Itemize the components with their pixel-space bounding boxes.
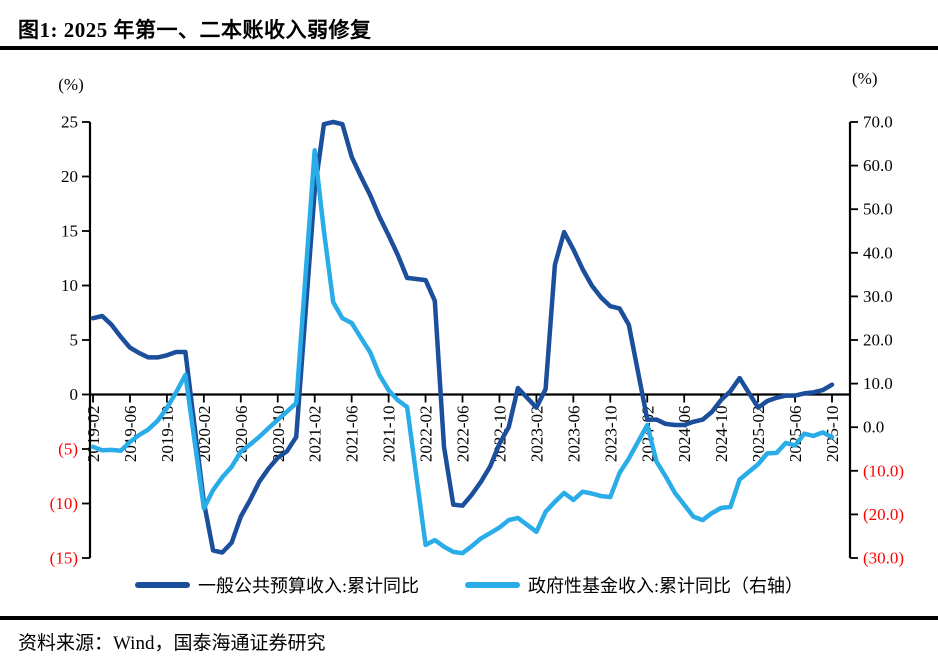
x-axis-tick-label: 2019-02 xyxy=(84,406,103,463)
right-axis-tick-label: 50.0 xyxy=(863,200,893,219)
left-axis-tick-label: (5) xyxy=(58,440,78,459)
right-axis-tick-label: 60.0 xyxy=(863,156,893,175)
right-axis-tick-label: 0.0 xyxy=(863,418,884,437)
right-axis-tick-label: 10.0 xyxy=(863,374,893,393)
series2-line-swatch xyxy=(465,582,520,588)
left-axis-unit-label: (%) xyxy=(58,75,83,94)
x-axis-tick-label: 2022-02 xyxy=(417,406,436,463)
x-axis-tick-label: 2021-10 xyxy=(380,406,399,463)
right-axis-unit-label: (%) xyxy=(852,69,877,88)
x-axis-tick-label: 2020-02 xyxy=(195,406,214,463)
x-axis-tick-label: 2025-06 xyxy=(786,406,805,463)
series-line-1 xyxy=(90,119,835,555)
right-axis-tick-label: 70.0 xyxy=(863,113,893,132)
legend-item-government-fund: 政府性基金收入:累计同比（右轴） xyxy=(465,572,803,598)
x-axis-tick-label: 2019-10 xyxy=(158,406,177,463)
right-axis-tick-label: (10.0) xyxy=(863,461,904,480)
left-axis-tick-label: 20 xyxy=(61,167,78,186)
right-axis-tick-label: 30.0 xyxy=(863,287,893,306)
left-axis-tick-label: (15) xyxy=(50,549,78,568)
legend: 一般公共预算收入:累计同比 政府性基金收入:累计同比（右轴） xyxy=(0,572,938,598)
left-axis-tick-label: 0 xyxy=(70,385,79,404)
title-divider xyxy=(0,46,938,50)
series1-legend-label: 一般公共预算收入:累计同比 xyxy=(198,576,419,596)
series-line-2 xyxy=(90,148,835,556)
legend-item-general-budget: 一般公共预算收入:累计同比 xyxy=(135,572,419,598)
left-axis-tick-label: 15 xyxy=(61,222,78,241)
left-axis-tick-label: 25 xyxy=(61,113,78,132)
x-axis-tick-label: 2025-02 xyxy=(749,406,768,463)
x-axis-tick-label: 2024-10 xyxy=(712,406,731,463)
x-axis-tick-label: 2021-02 xyxy=(306,406,325,463)
x-axis-tick-label: 2022-10 xyxy=(490,406,509,463)
page-title: 图1: 2025 年第一、二本账收入弱修复 xyxy=(18,18,372,42)
series1-line-swatch xyxy=(135,582,190,588)
footer-divider xyxy=(0,616,938,620)
x-axis-tick-label: 2025-10 xyxy=(823,406,842,463)
right-axis-tick-label: 40.0 xyxy=(863,243,893,262)
x-axis-tick-label: 2022-06 xyxy=(454,406,473,463)
x-axis-tick-label: 2023-06 xyxy=(564,406,583,463)
left-axis-tick-label: 5 xyxy=(70,331,79,350)
x-axis-tick-label: 2023-10 xyxy=(601,406,620,463)
left-axis-tick-label: (10) xyxy=(50,494,78,513)
left-axis-tick-label: 10 xyxy=(61,276,78,295)
x-axis-tick-label: 2020-10 xyxy=(269,406,288,463)
x-axis-tick-label: 2024-06 xyxy=(675,406,694,463)
series2-legend-label: 政府性基金收入:累计同比（右轴） xyxy=(528,576,803,596)
x-axis-tick-label: 2023-02 xyxy=(527,406,546,463)
right-axis-tick-label: (20.0) xyxy=(863,505,904,524)
right-axis-tick-label: (30.0) xyxy=(863,549,904,568)
right-axis-tick-label: 20.0 xyxy=(863,331,893,350)
source-note: 资料来源：Wind，国泰海通证券研究 xyxy=(18,633,326,654)
dual-axis-line-chart: (%) (%) 25 20 15 10 5 0 (5) (10) (15) 70.0 60.0 50.0 4… xyxy=(50,69,904,568)
x-axis-tick-label: 2021-06 xyxy=(343,406,362,463)
